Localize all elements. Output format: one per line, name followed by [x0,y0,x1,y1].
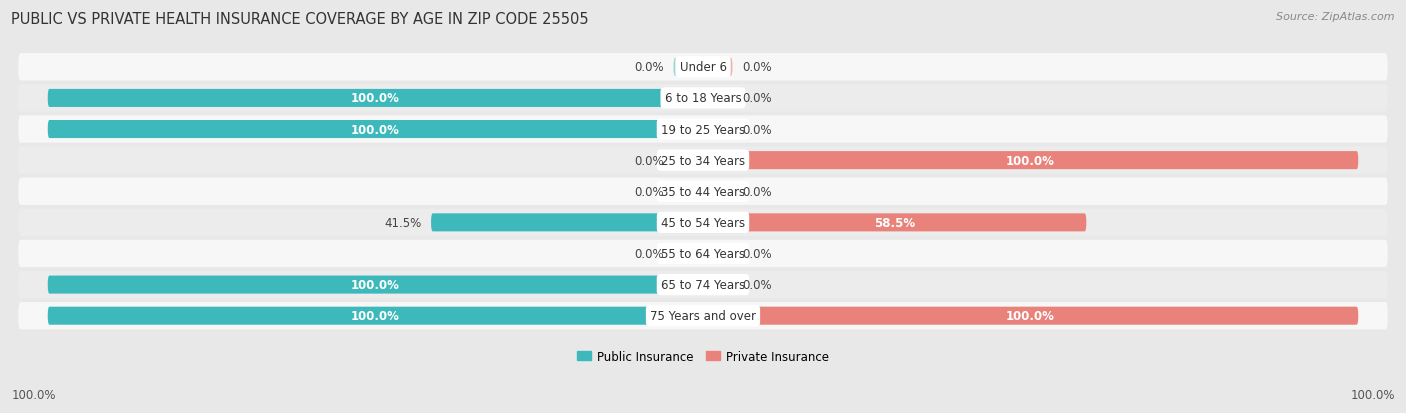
Text: 45 to 54 Years: 45 to 54 Years [661,216,745,229]
FancyBboxPatch shape [703,214,1087,232]
Text: 0.0%: 0.0% [742,278,772,292]
Text: 75 Years and over: 75 Years and over [650,309,756,323]
FancyBboxPatch shape [18,209,1388,237]
Text: 100.0%: 100.0% [11,388,56,401]
FancyBboxPatch shape [673,59,703,77]
FancyBboxPatch shape [432,214,703,232]
FancyBboxPatch shape [18,302,1388,330]
Text: 0.0%: 0.0% [634,247,664,260]
Text: 6 to 18 Years: 6 to 18 Years [665,92,741,105]
Text: 100.0%: 100.0% [1350,388,1395,401]
Text: PUBLIC VS PRIVATE HEALTH INSURANCE COVERAGE BY AGE IN ZIP CODE 25505: PUBLIC VS PRIVATE HEALTH INSURANCE COVER… [11,12,589,27]
Text: 0.0%: 0.0% [634,185,664,198]
Text: 0.0%: 0.0% [742,61,772,74]
FancyBboxPatch shape [48,276,703,294]
Text: 100.0%: 100.0% [352,123,399,136]
Text: 55 to 64 Years: 55 to 64 Years [661,247,745,260]
Text: 0.0%: 0.0% [634,61,664,74]
Text: 100.0%: 100.0% [1007,309,1054,323]
FancyBboxPatch shape [18,116,1388,143]
Text: 0.0%: 0.0% [634,154,664,167]
FancyBboxPatch shape [703,90,733,108]
FancyBboxPatch shape [48,90,703,108]
FancyBboxPatch shape [703,245,733,263]
Text: Under 6: Under 6 [679,61,727,74]
FancyBboxPatch shape [18,178,1388,205]
Text: 25 to 34 Years: 25 to 34 Years [661,154,745,167]
FancyBboxPatch shape [703,121,733,139]
FancyBboxPatch shape [18,54,1388,81]
FancyBboxPatch shape [703,183,733,201]
FancyBboxPatch shape [673,183,703,201]
Text: 100.0%: 100.0% [352,278,399,292]
Text: 19 to 25 Years: 19 to 25 Years [661,123,745,136]
Text: 100.0%: 100.0% [352,92,399,105]
Text: 41.5%: 41.5% [384,216,422,229]
Text: 0.0%: 0.0% [742,247,772,260]
FancyBboxPatch shape [18,85,1388,112]
Text: 58.5%: 58.5% [875,216,915,229]
FancyBboxPatch shape [703,307,1358,325]
Text: 35 to 44 Years: 35 to 44 Years [661,185,745,198]
Text: 0.0%: 0.0% [742,185,772,198]
Text: Source: ZipAtlas.com: Source: ZipAtlas.com [1277,12,1395,22]
Legend: Public Insurance, Private Insurance: Public Insurance, Private Insurance [572,345,834,368]
Text: 0.0%: 0.0% [742,92,772,105]
Text: 65 to 74 Years: 65 to 74 Years [661,278,745,292]
FancyBboxPatch shape [18,147,1388,174]
Text: 0.0%: 0.0% [742,123,772,136]
FancyBboxPatch shape [48,307,703,325]
FancyBboxPatch shape [18,240,1388,268]
FancyBboxPatch shape [703,152,1358,170]
Text: 100.0%: 100.0% [352,309,399,323]
FancyBboxPatch shape [18,271,1388,299]
FancyBboxPatch shape [673,152,703,170]
FancyBboxPatch shape [673,245,703,263]
Text: 100.0%: 100.0% [1007,154,1054,167]
FancyBboxPatch shape [703,59,733,77]
FancyBboxPatch shape [703,276,733,294]
FancyBboxPatch shape [48,121,703,139]
